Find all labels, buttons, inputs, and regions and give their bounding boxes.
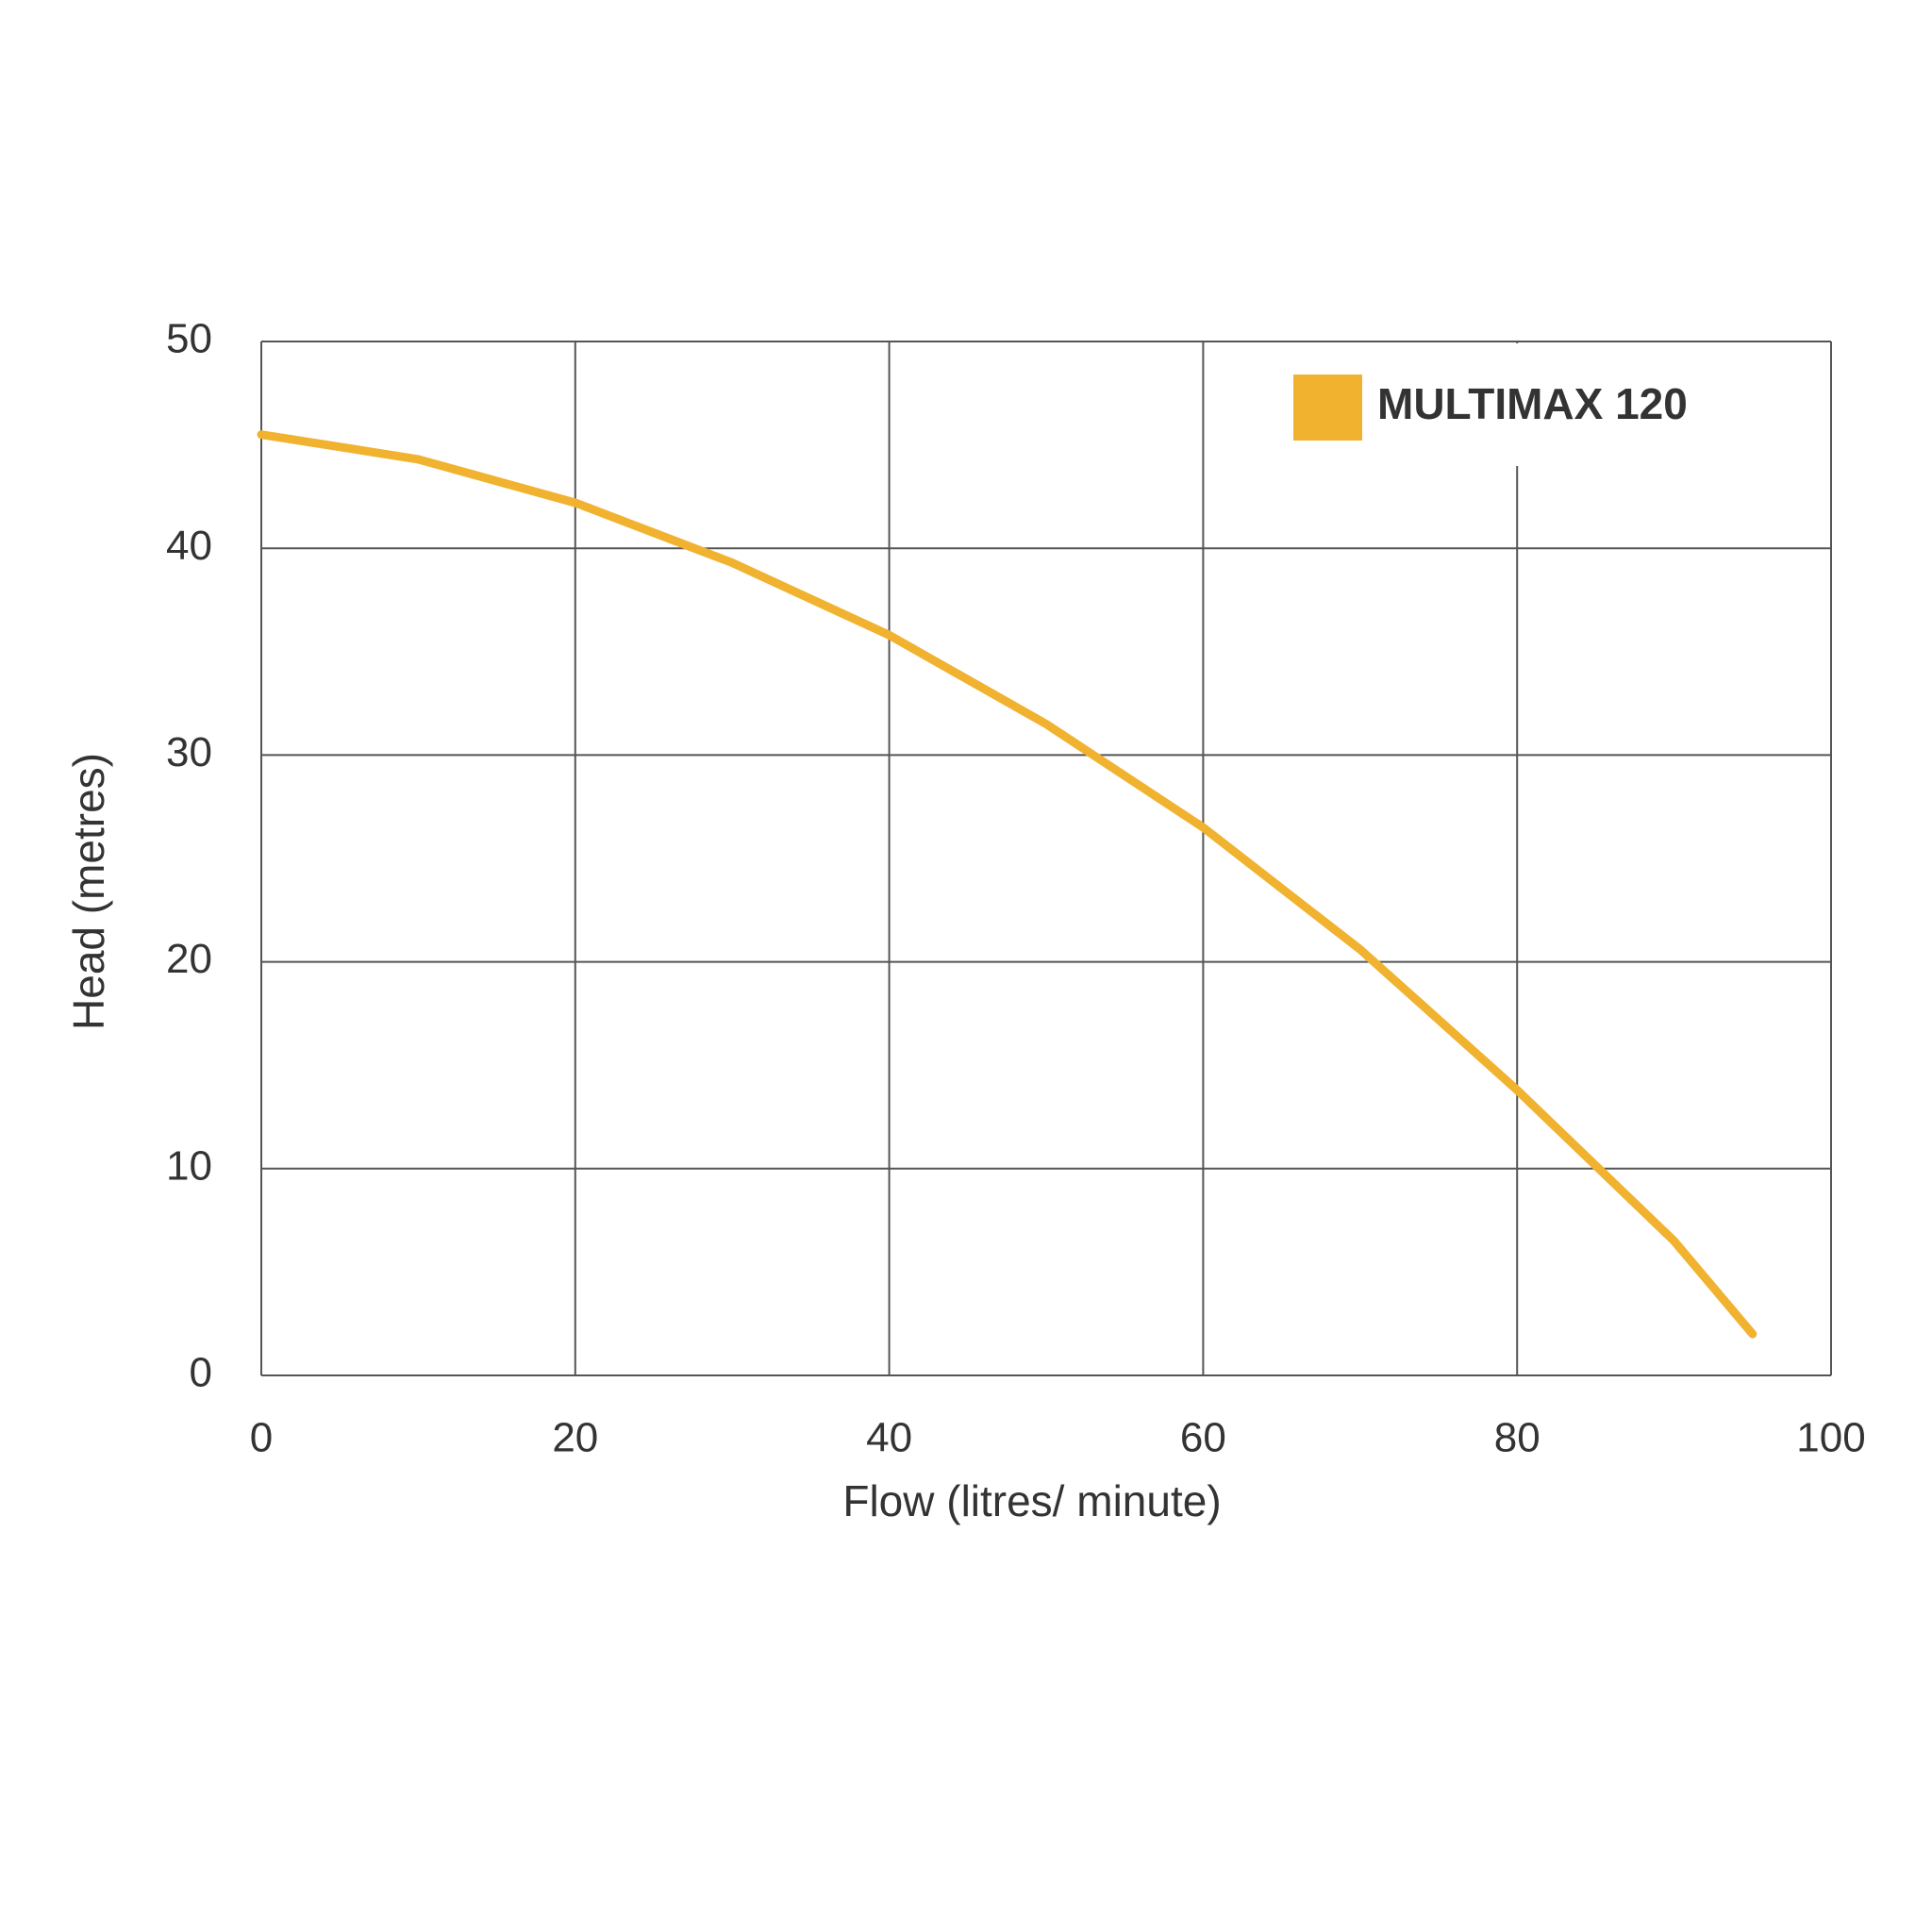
x-tick-label: 0: [250, 1415, 273, 1461]
legend-label: MULTIMAX 120: [1377, 379, 1688, 428]
x-tick-label: 80: [1494, 1415, 1541, 1461]
y-tick-label: 0: [190, 1350, 212, 1396]
x-tick-label: 40: [866, 1415, 912, 1461]
x-tick-label: 100: [1796, 1415, 1865, 1461]
x-axis-label: Flow (litres/ minute): [842, 1476, 1221, 1525]
x-tick-label: 20: [552, 1415, 598, 1461]
y-tick-label: 20: [166, 936, 212, 982]
x-tick-label: 60: [1180, 1415, 1226, 1461]
legend-swatch: [1293, 375, 1362, 441]
y-tick-label: 50: [166, 316, 212, 362]
y-tick-label: 10: [166, 1142, 212, 1189]
line-series: [257, 430, 1757, 1339]
y-tick-label: 40: [166, 523, 212, 569]
y-tick-label: 30: [166, 729, 212, 775]
y-axis-label: Head (metres): [64, 753, 113, 1030]
